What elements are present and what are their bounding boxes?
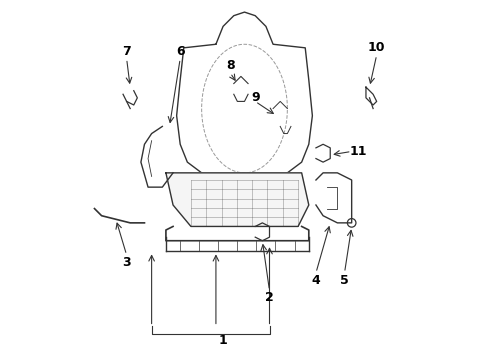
Text: 2: 2 — [264, 291, 273, 305]
Text: 3: 3 — [122, 256, 131, 269]
Text: 9: 9 — [250, 91, 259, 104]
Text: 11: 11 — [349, 145, 367, 158]
Text: 6: 6 — [176, 45, 184, 58]
Text: 8: 8 — [225, 59, 234, 72]
Text: 4: 4 — [311, 274, 320, 287]
Text: 5: 5 — [340, 274, 348, 287]
Text: 7: 7 — [122, 45, 131, 58]
Polygon shape — [165, 173, 308, 226]
Text: 10: 10 — [367, 41, 385, 54]
Text: 1: 1 — [218, 334, 227, 347]
